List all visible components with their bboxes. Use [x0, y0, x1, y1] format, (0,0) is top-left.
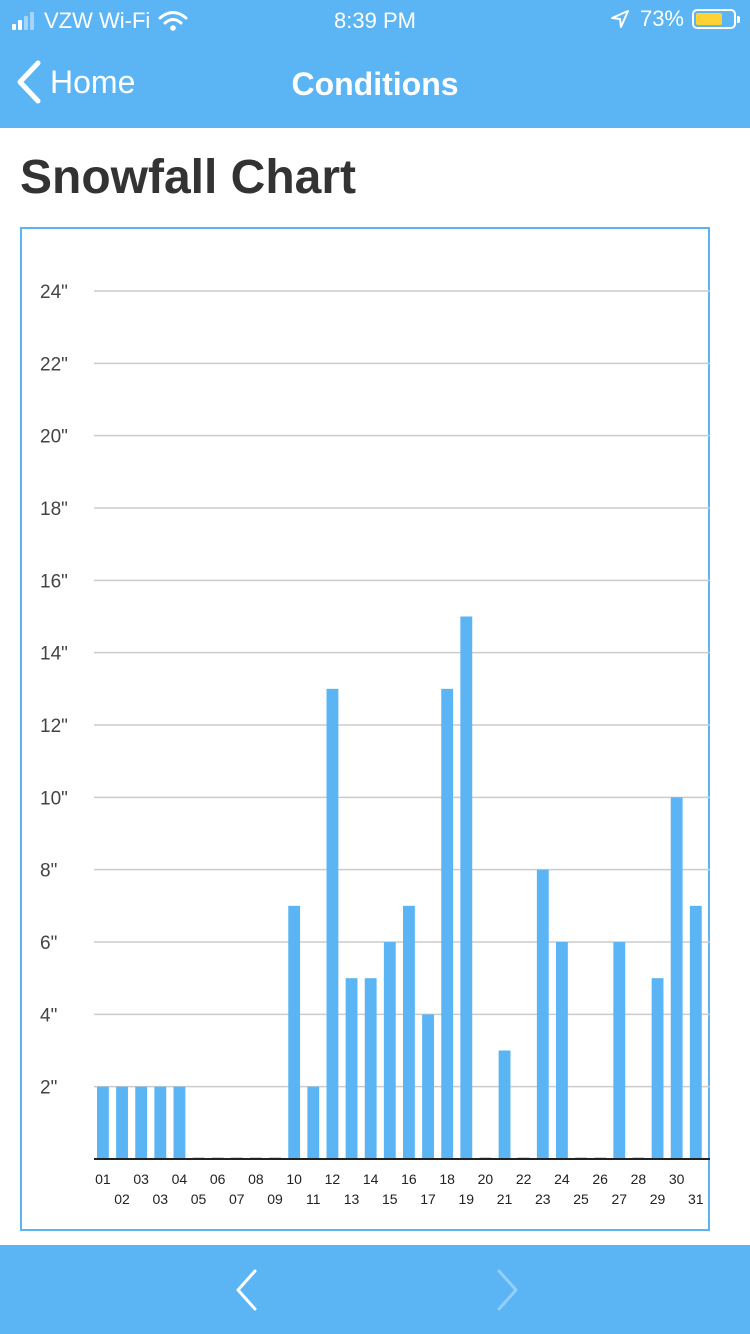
- x-tick-label: 22: [516, 1171, 532, 1187]
- carrier-label: VZW Wi-Fi: [44, 8, 151, 33]
- x-tick-label: 09: [267, 1191, 283, 1207]
- back-button[interactable]: Home: [16, 60, 135, 104]
- y-tick-label: 24": [40, 282, 68, 303]
- battery-percent: 73%: [639, 6, 684, 31]
- next-page-button[interactable]: [482, 1265, 532, 1315]
- bar-12[interactable]: [307, 1086, 320, 1159]
- bar-2[interactable]: [116, 1086, 128, 1159]
- y-tick-label: 16": [40, 571, 68, 592]
- x-tick-label: 30: [669, 1171, 685, 1187]
- battery-icon: [692, 9, 740, 29]
- x-tick-label: 28: [631, 1171, 647, 1187]
- y-tick-label: 20": [40, 427, 68, 448]
- x-tick-label: 05: [191, 1191, 207, 1207]
- x-tick-label: 14: [363, 1171, 379, 1187]
- x-tick-label: 02: [114, 1191, 130, 1207]
- prev-page-button[interactable]: [222, 1265, 272, 1315]
- x-tick-label: 10: [286, 1171, 302, 1187]
- x-tick-label: 12: [325, 1171, 341, 1187]
- x-tick-label: 29: [650, 1191, 666, 1207]
- x-tick-label: 25: [573, 1191, 589, 1207]
- bar-14[interactable]: [345, 978, 358, 1159]
- x-tick-label: 20: [478, 1171, 494, 1187]
- x-tick-label: 27: [612, 1191, 628, 1207]
- location-arrow-icon: [610, 10, 629, 28]
- x-tick-label: 15: [382, 1191, 398, 1207]
- x-tick-label: 13: [344, 1191, 360, 1207]
- x-tick-label: 01: [95, 1171, 111, 1187]
- y-tick-label: 4": [40, 1005, 57, 1026]
- snowfall-chart: 2" 4" 6" 8" 10" 12" 14" 16" 18" 20" 22" 24" 01 02 03 03…: [20, 227, 710, 1231]
- battery-level: [696, 13, 723, 25]
- y-tick-label: 14": [40, 644, 68, 665]
- bar-17[interactable]: [403, 905, 415, 1159]
- y-tick-label: 6": [40, 933, 57, 954]
- clock: 8:39 PM: [334, 8, 416, 33]
- x-tick-label: 17: [420, 1191, 436, 1207]
- x-tick-label: 24: [554, 1171, 570, 1187]
- status-right: 73%: [610, 6, 740, 32]
- x-tick-label: 16: [401, 1171, 417, 1187]
- x-tick-label: 07: [229, 1191, 245, 1207]
- x-tick-label: 31: [688, 1191, 704, 1207]
- bar-31[interactable]: [670, 797, 683, 1159]
- bar-19[interactable]: [441, 688, 454, 1159]
- bar-24[interactable]: [536, 869, 549, 1159]
- x-tick-label: 03: [153, 1191, 169, 1207]
- chart-canvas: 2"4"6"8"10"12"14"16"18"20"22"24"01020303…: [40, 282, 710, 1207]
- bar-11[interactable]: [288, 905, 301, 1159]
- bar-28[interactable]: [613, 942, 626, 1159]
- bar-22[interactable]: [498, 1050, 511, 1160]
- x-tick-label: 23: [535, 1191, 551, 1207]
- y-tick-label: 10": [40, 788, 68, 809]
- bar-5[interactable]: [173, 1086, 186, 1159]
- top-bar: VZW Wi-Fi 8:39 PM 73% Home Con: [0, 0, 750, 128]
- x-tick-label: 21: [497, 1191, 513, 1207]
- x-tick-label: 06: [210, 1171, 226, 1187]
- bar-32[interactable]: [689, 905, 702, 1159]
- nav-bar: Home Conditions: [0, 40, 750, 128]
- bar-4[interactable]: [154, 1086, 167, 1159]
- signal-icon: [12, 12, 36, 30]
- x-tick-label: 04: [172, 1171, 188, 1187]
- y-tick-label: 2": [40, 1078, 57, 1099]
- x-tick-label: 11: [306, 1191, 321, 1207]
- bar-30[interactable]: [651, 978, 664, 1159]
- back-label: Home: [50, 63, 136, 100]
- bar-18[interactable]: [422, 1014, 434, 1159]
- bar-3[interactable]: [135, 1086, 148, 1159]
- bottom-bar: [0, 1245, 750, 1334]
- status-left: VZW Wi-Fi: [12, 8, 188, 34]
- x-tick-label: 19: [459, 1191, 475, 1207]
- y-tick-label: 22": [40, 354, 68, 375]
- status-bar: VZW Wi-Fi 8:39 PM 73%: [0, 0, 750, 40]
- x-tick-label: 18: [439, 1171, 455, 1187]
- y-tick-label: 18": [40, 499, 68, 520]
- chevron-left-icon: [236, 1269, 257, 1311]
- chevron-right-icon: [497, 1269, 518, 1311]
- wifi-icon: [158, 11, 188, 31]
- bar-16[interactable]: [383, 942, 396, 1159]
- bar-15[interactable]: [364, 978, 377, 1159]
- bar-20[interactable]: [460, 616, 473, 1160]
- y-tick-label: 8": [40, 861, 57, 882]
- bar-1[interactable]: [97, 1086, 109, 1159]
- bar-13[interactable]: [326, 688, 339, 1159]
- y-tick-label: 12": [40, 716, 68, 737]
- x-tick-label: 08: [248, 1171, 264, 1187]
- x-tick-label: 26: [592, 1171, 608, 1187]
- bar-25[interactable]: [556, 942, 568, 1159]
- page-title: Snowfall Chart: [20, 151, 357, 204]
- x-tick-label: 03: [133, 1171, 149, 1187]
- chevron-left-icon: [17, 60, 41, 104]
